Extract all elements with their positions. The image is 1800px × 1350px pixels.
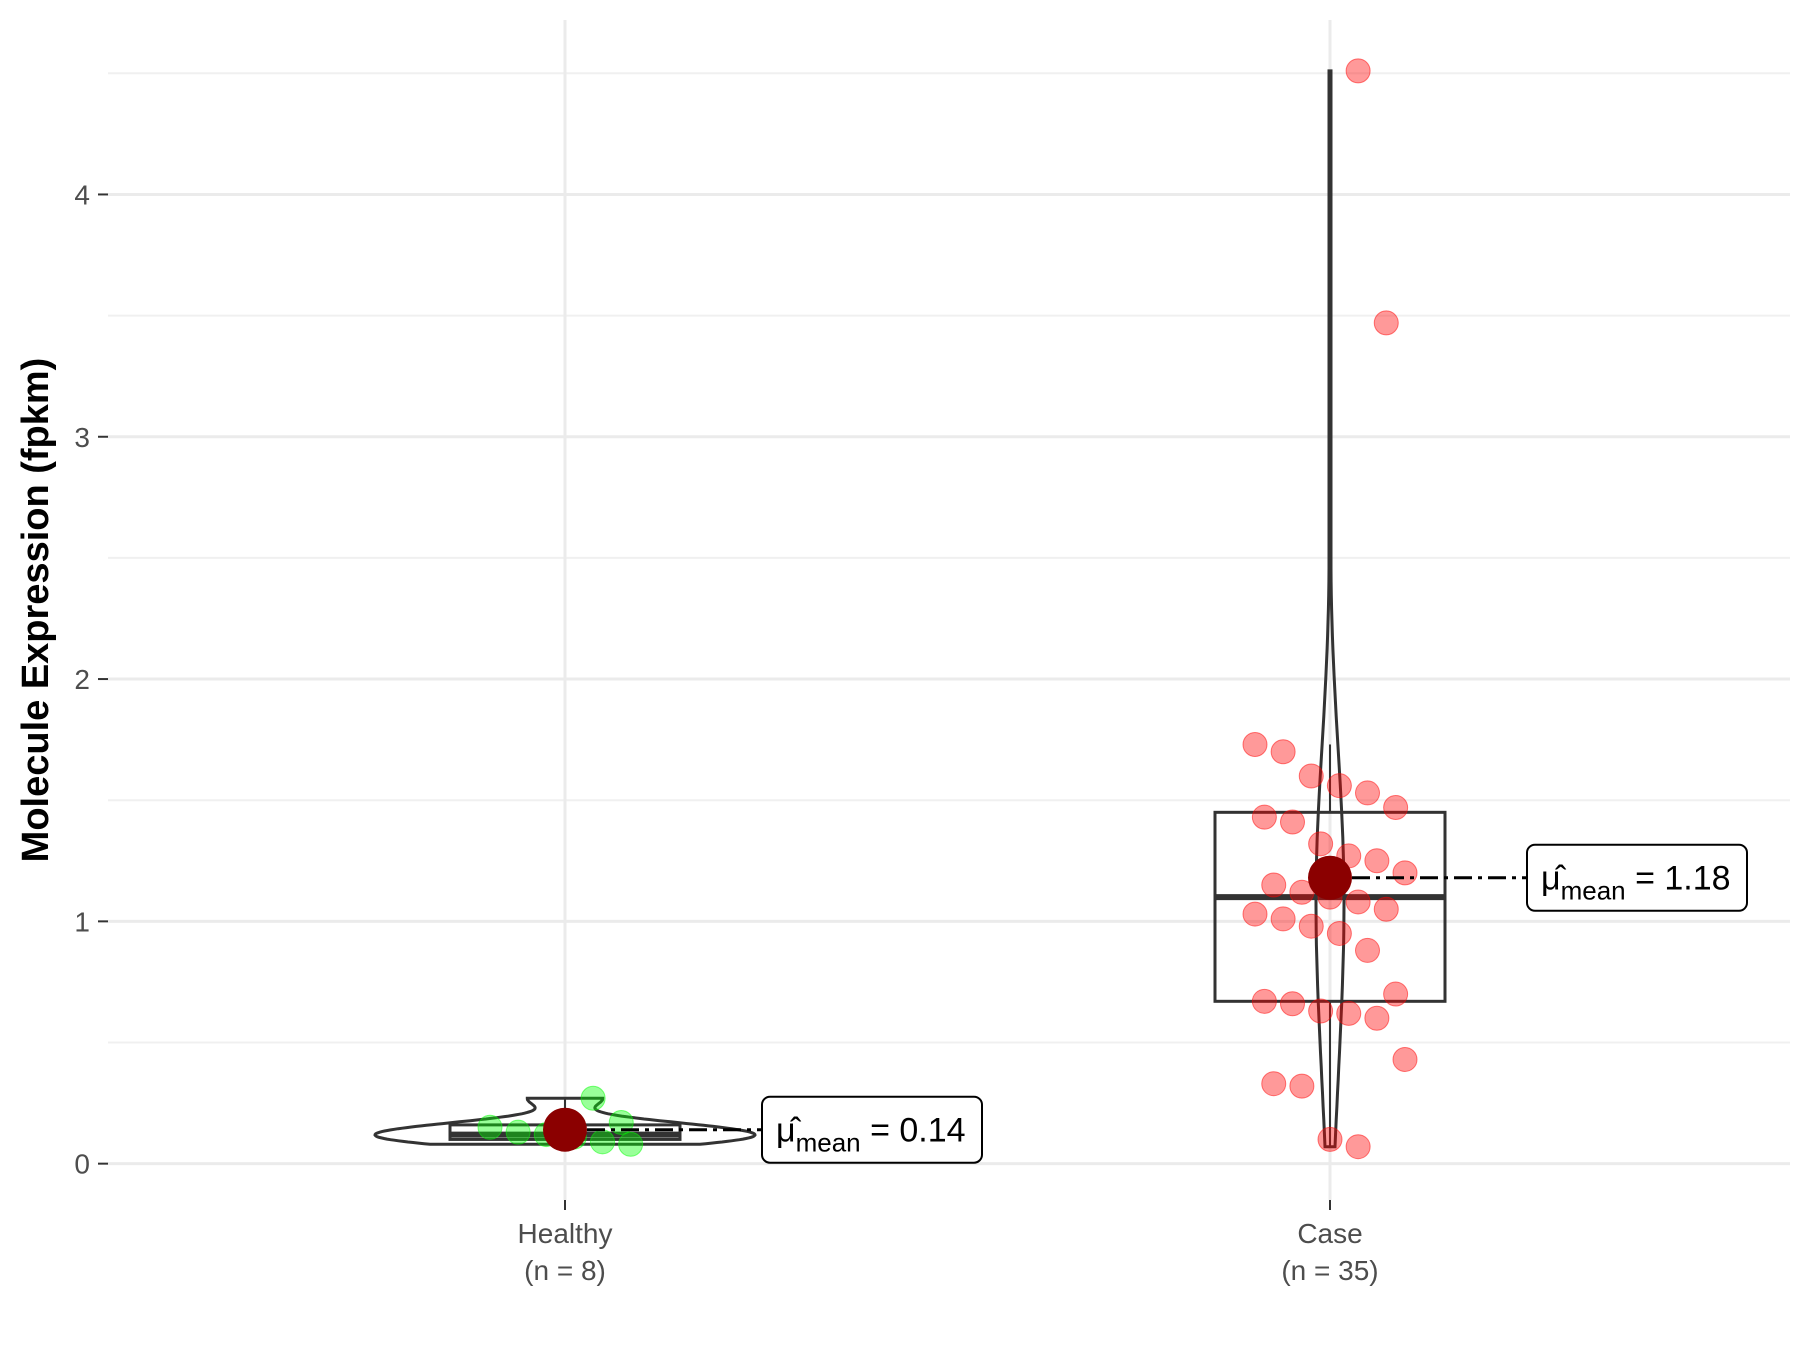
y-tick-label: 1 xyxy=(74,906,90,937)
mean-value: 0.14 xyxy=(899,1112,965,1150)
data-point xyxy=(1308,831,1334,857)
y-tick-label: 3 xyxy=(74,422,90,453)
mean-label-box xyxy=(761,1095,983,1164)
data-point xyxy=(1280,991,1305,1017)
data-point xyxy=(1383,981,1409,1007)
data-point xyxy=(1373,310,1399,336)
data-point xyxy=(1345,1134,1371,1160)
y-tick-label: 4 xyxy=(74,179,90,210)
x-tick-sublabel: (n = 35) xyxy=(1281,1255,1378,1286)
data-point xyxy=(1345,889,1371,915)
group-healthy: μ̂mean = 0.14 xyxy=(373,1085,983,1164)
data-point xyxy=(1317,1126,1343,1152)
data-point xyxy=(1373,896,1399,922)
box xyxy=(1213,810,1447,1003)
data-point xyxy=(505,1119,531,1145)
data-point xyxy=(1298,763,1324,789)
data-point xyxy=(1298,913,1324,939)
data-point xyxy=(477,1114,503,1140)
data-point xyxy=(1261,1071,1287,1097)
mean-value: 1.18 xyxy=(1664,860,1730,898)
data-point xyxy=(1355,780,1380,806)
data-point xyxy=(1242,731,1268,757)
x-tick-label: Case xyxy=(1297,1218,1362,1249)
data-point xyxy=(1289,1073,1315,1099)
data-point xyxy=(1383,794,1409,820)
x-axis: Healthy (n = 8) Case (n = 35) xyxy=(518,1200,1379,1286)
data-point xyxy=(618,1131,644,1157)
data-point xyxy=(590,1129,615,1155)
mean-label: μ̂mean = 1.18 xyxy=(1541,860,1731,906)
mean-label-box xyxy=(1526,843,1748,912)
y-axis-title: Molecule Expression (fpkm) xyxy=(15,358,57,863)
x-tick-sublabel: (n = 8) xyxy=(524,1255,606,1286)
data-point xyxy=(1326,773,1352,799)
data-point xyxy=(1364,848,1390,874)
mean-point xyxy=(543,1107,587,1152)
plot-area: μ̂mean = 0.14 μ̂mean = 1.18 xyxy=(373,58,1748,1164)
violin xyxy=(1314,69,1346,1149)
data-point xyxy=(1251,804,1277,830)
data-point xyxy=(1242,901,1268,927)
data-point xyxy=(1364,1005,1390,1031)
data-point xyxy=(1326,920,1352,946)
data-point xyxy=(1392,860,1418,886)
y-tick-label: 2 xyxy=(74,664,90,695)
data-point xyxy=(1336,1000,1362,1026)
data-point xyxy=(1308,998,1334,1024)
y-tick-label: 0 xyxy=(74,1149,90,1180)
group-case: μ̂mean = 1.18 xyxy=(1213,58,1748,1160)
data-point xyxy=(1261,872,1287,898)
data-point xyxy=(1270,739,1296,765)
grid-lines xyxy=(108,20,1790,1200)
data-point xyxy=(1345,58,1371,84)
data-point xyxy=(580,1085,606,1111)
data-point xyxy=(1355,937,1380,963)
data-point xyxy=(1280,809,1305,835)
data-point xyxy=(1251,988,1277,1014)
data-point xyxy=(1270,906,1296,932)
mean-point xyxy=(1308,855,1352,900)
x-tick-label: Healthy xyxy=(518,1218,613,1249)
data-point xyxy=(1392,1046,1418,1072)
y-axis: 0 1 2 3 4 xyxy=(74,179,108,1180)
